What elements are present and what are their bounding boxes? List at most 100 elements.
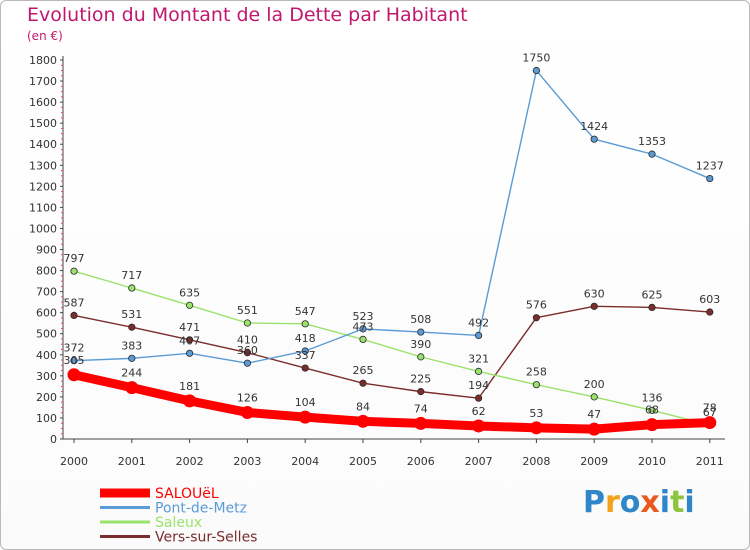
- data-point: [359, 335, 367, 344]
- data-point: [243, 359, 251, 367]
- x-tick-label: 2007: [465, 455, 493, 468]
- data-point: [356, 414, 370, 428]
- data-point: [590, 393, 598, 401]
- data-label: 471: [179, 321, 200, 334]
- x-tick-label: 2011: [696, 455, 724, 468]
- data-label: 1750: [522, 52, 550, 65]
- y-tick-label: 1300: [29, 159, 57, 172]
- series-line-3: [73, 305, 711, 399]
- y-tick-label: 700: [36, 286, 57, 299]
- data-point: [67, 368, 81, 382]
- y-tick-label: 400: [36, 349, 57, 362]
- data-label: 531: [121, 308, 142, 321]
- legend-label: Pont-de-Metz: [155, 501, 247, 517]
- data-label: 181: [179, 380, 200, 393]
- data-point: [359, 325, 367, 333]
- data-label: 1353: [638, 135, 666, 148]
- data-label: 492: [468, 316, 489, 329]
- data-label: 53: [529, 407, 543, 420]
- x-tick-label: 2002: [176, 455, 204, 468]
- y-tick-label: 0: [50, 433, 57, 446]
- data-point: [417, 353, 425, 361]
- y-tick-label: 200: [36, 391, 57, 404]
- data-point: [301, 320, 309, 328]
- y-tick-label: 1800: [29, 54, 57, 67]
- data-point: [590, 302, 598, 310]
- data-point: [414, 416, 428, 430]
- y-tick-label: 1600: [29, 96, 57, 109]
- data-label: 508: [410, 313, 431, 326]
- y-tick-label: 500: [36, 328, 57, 341]
- data-label: 473: [353, 320, 374, 333]
- data-label: 84: [356, 400, 370, 413]
- legend-label: Vers-sur-Selles: [155, 530, 257, 546]
- data-label: 244: [121, 367, 142, 380]
- data-label: 630: [584, 287, 605, 300]
- x-tick-label: 2008: [522, 455, 550, 468]
- data-point: [186, 301, 194, 309]
- y-tick-label: 300: [36, 370, 57, 383]
- data-label: 635: [179, 286, 200, 299]
- data-point: [183, 394, 197, 408]
- data-label: 337: [295, 349, 316, 362]
- data-point: [529, 421, 543, 435]
- data-point: [706, 308, 714, 316]
- logo-letter: i: [659, 485, 671, 520]
- data-label: 407: [179, 334, 200, 347]
- data-point: [186, 349, 194, 357]
- data-label: 194: [468, 379, 489, 392]
- data-point: [301, 347, 309, 355]
- data-point: [243, 319, 251, 327]
- data-label: 797: [64, 252, 85, 265]
- data-label: 383: [121, 339, 142, 352]
- y-tick-label: 1200: [29, 180, 57, 193]
- y-tick-label: 900: [36, 244, 57, 257]
- y-tick-label: 100: [36, 412, 57, 425]
- data-label: 104: [295, 396, 316, 409]
- series-line-2: [73, 270, 711, 426]
- x-tick-label: 2005: [349, 455, 377, 468]
- y-tick-label: 1000: [29, 222, 57, 235]
- logo-letter: o: [619, 485, 641, 520]
- data-label: 372: [64, 342, 85, 355]
- data-label: 136: [642, 391, 663, 404]
- data-point: [298, 410, 312, 424]
- data-label: 625: [642, 288, 663, 301]
- data-point: [128, 323, 136, 331]
- legend-label: Saleux: [155, 515, 202, 531]
- data-point: [128, 284, 136, 292]
- x-tick-label: 2004: [291, 455, 319, 468]
- data-point: [648, 150, 656, 158]
- y-tick-label: 800: [36, 265, 57, 278]
- data-point: [590, 135, 598, 143]
- logo-letter: x: [640, 485, 660, 520]
- data-point: [125, 381, 139, 395]
- logo-letter: P: [583, 485, 605, 520]
- data-point: [70, 267, 78, 275]
- legend-label: SALOUëL: [155, 486, 219, 502]
- chart-subtitle: (en €): [27, 29, 63, 43]
- data-label: 47: [587, 408, 601, 421]
- data-point: [587, 422, 601, 436]
- x-tick-label: 2009: [580, 455, 608, 468]
- logo-letter: t: [670, 485, 685, 520]
- data-point: [359, 379, 367, 387]
- data-label: 200: [584, 378, 605, 391]
- data-point: [186, 336, 194, 344]
- data-label: 78: [703, 402, 717, 415]
- data-point: [703, 416, 717, 430]
- data-label: 225: [410, 373, 431, 386]
- chart-title: Evolution du Montant de la Dette par Hab…: [27, 4, 468, 26]
- data-label: 576: [526, 299, 547, 312]
- data-point: [301, 364, 309, 372]
- data-label: 717: [121, 269, 142, 282]
- y-tick-label: 1500: [29, 117, 57, 130]
- y-tick-label: 600: [36, 307, 57, 320]
- data-label: 67: [703, 406, 717, 419]
- data-point: [648, 406, 656, 414]
- data-label: 418: [295, 332, 316, 345]
- series-line-0: [69, 370, 715, 434]
- data-label: 265: [353, 364, 374, 377]
- x-tick-label: 2003: [233, 455, 261, 468]
- data-point: [240, 405, 254, 419]
